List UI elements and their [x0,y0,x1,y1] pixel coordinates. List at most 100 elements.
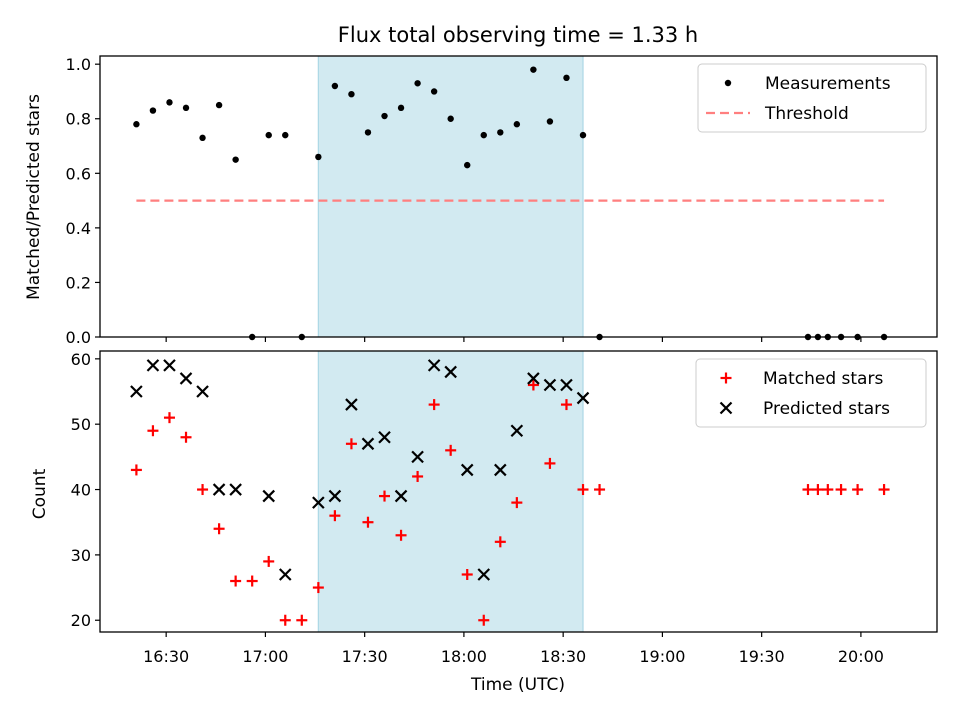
matched-star-point [544,457,556,469]
measurement-point [430,88,438,95]
legend-measurement-marker [724,79,732,87]
top-x-ticks [165,337,862,342]
bottom-x-tick-label: 18:00 [441,647,487,666]
predicted-star-point [163,359,176,372]
measurement-point [447,115,454,122]
matched-star-point [263,555,275,567]
predicted-star-point [130,385,143,398]
measurement-point [563,74,570,82]
predicted-star-point [212,483,226,496]
predicted-star-point-b [312,496,325,509]
predicted-star-point-b [427,359,441,372]
predicted-star-point-b [163,359,176,372]
top-y-tick-label: 0.4 [66,219,91,238]
bottom-y-ticks: 20 30 40 50 60 [71,350,100,630]
top-legend-label: Threshold [764,104,849,124]
x-axis-label: Time (UTC) [470,675,565,695]
predicted-star-point [494,463,507,477]
predicted-star-point-b [494,463,507,477]
matched-star-point [345,438,357,450]
predicted-star-point-b [278,568,292,581]
matched-star-point [511,497,523,509]
measurement-point [282,131,289,139]
matched-star-point [213,523,225,535]
matched-star-point [147,425,159,437]
measurement-point [348,90,355,98]
bottom-legend-label: Predicted stars [763,399,890,419]
predicted-star-point-b [394,489,408,503]
matched-star-point [180,431,192,443]
predicted-star-point-b [196,385,209,398]
matched-star-point [577,484,589,496]
bottom-series-layer [130,359,890,626]
matched-star-point [279,614,291,626]
predicted-star-point-b [543,378,557,392]
matched-star-point [395,529,407,541]
top-y-tick-label: 1.0 [66,55,91,74]
top-y-tick-label: 0.8 [66,110,91,129]
predicted-star-point [179,372,193,385]
measurement-point [232,156,239,163]
legend-predicted-marker [719,401,733,415]
bottom-y-axis-label: Count [30,468,50,519]
measurement-point [381,112,388,120]
predicted-star-point [411,450,424,464]
top-y-tick-label: 0.6 [66,164,91,183]
matched-star-point [527,379,539,391]
bottom-x-ticks: 16:30 17:00 17:30 18:00 18:30 19:00 19:30 20:00 [143,632,884,666]
predicted-star-point-b [560,378,573,392]
top-axes-frame [99,55,938,338]
predicted-star-point-b [179,372,193,385]
predicted-star-point [394,489,408,503]
predicted-star-point-b [345,398,358,411]
predicted-star-point [510,424,524,438]
matched-star-point [822,484,834,496]
measurement-point [199,134,206,142]
bottom-panel: 20 30 40 50 60 16:30 17:00 17:30 18:00 18:30 19:0… [30,350,938,695]
matched-star-point [852,484,864,496]
bottom-y-tick-label: 40 [71,481,91,500]
predicted-star-point-b [576,391,590,405]
predicted-star-point-b [477,568,491,581]
measurement-point [480,131,487,139]
measurement-point [265,131,272,139]
predicted-star-point-b [229,483,242,496]
predicted-star-point [328,489,342,503]
predicted-star-point-b [527,372,540,385]
predicted-star-point [576,391,590,405]
top-y-ticks: 0.0 0.2 0.4 0.6 0.8 1.0 [66,55,100,347]
measurement-point [513,121,521,128]
top-highlight-span [318,56,584,337]
bottom-legend-label: Matched stars [763,369,883,389]
predicted-star-point [477,568,491,581]
bottom-x-tick-label: 18:30 [540,647,586,666]
top-y-tick-label: 0.2 [66,273,91,292]
bottom-y-tick-label: 50 [71,415,91,434]
matched-star-point [412,470,424,482]
predicted-star-point-b [361,437,375,451]
predicted-star-point [527,372,540,385]
matched-star-point [835,484,847,496]
matched-star-point [461,568,473,580]
measurement-point [579,131,587,139]
predicted-star-point [146,359,160,372]
top-series-layer [133,66,888,341]
matched-star-point [296,614,308,626]
matched-star-point [428,399,440,411]
measurement-point [414,80,421,87]
matched-star-point [329,510,341,522]
bottom-x-tick-label: 16:30 [143,647,189,666]
predicted-star-point [560,378,573,392]
measurement-point [364,129,372,136]
top-legend: Measurements Threshold [697,63,927,133]
predicted-star-point-b [444,365,457,379]
bottom-axes-frame [99,350,938,633]
predicted-star-point [361,437,375,451]
measurement-point [546,118,554,125]
predicted-star-point [444,365,457,379]
predicted-star-point-b [378,430,391,444]
matched-star-point [594,484,606,496]
predicted-star-point-b [460,463,474,477]
matched-star-point [478,614,490,626]
matched-star-point [246,575,258,587]
